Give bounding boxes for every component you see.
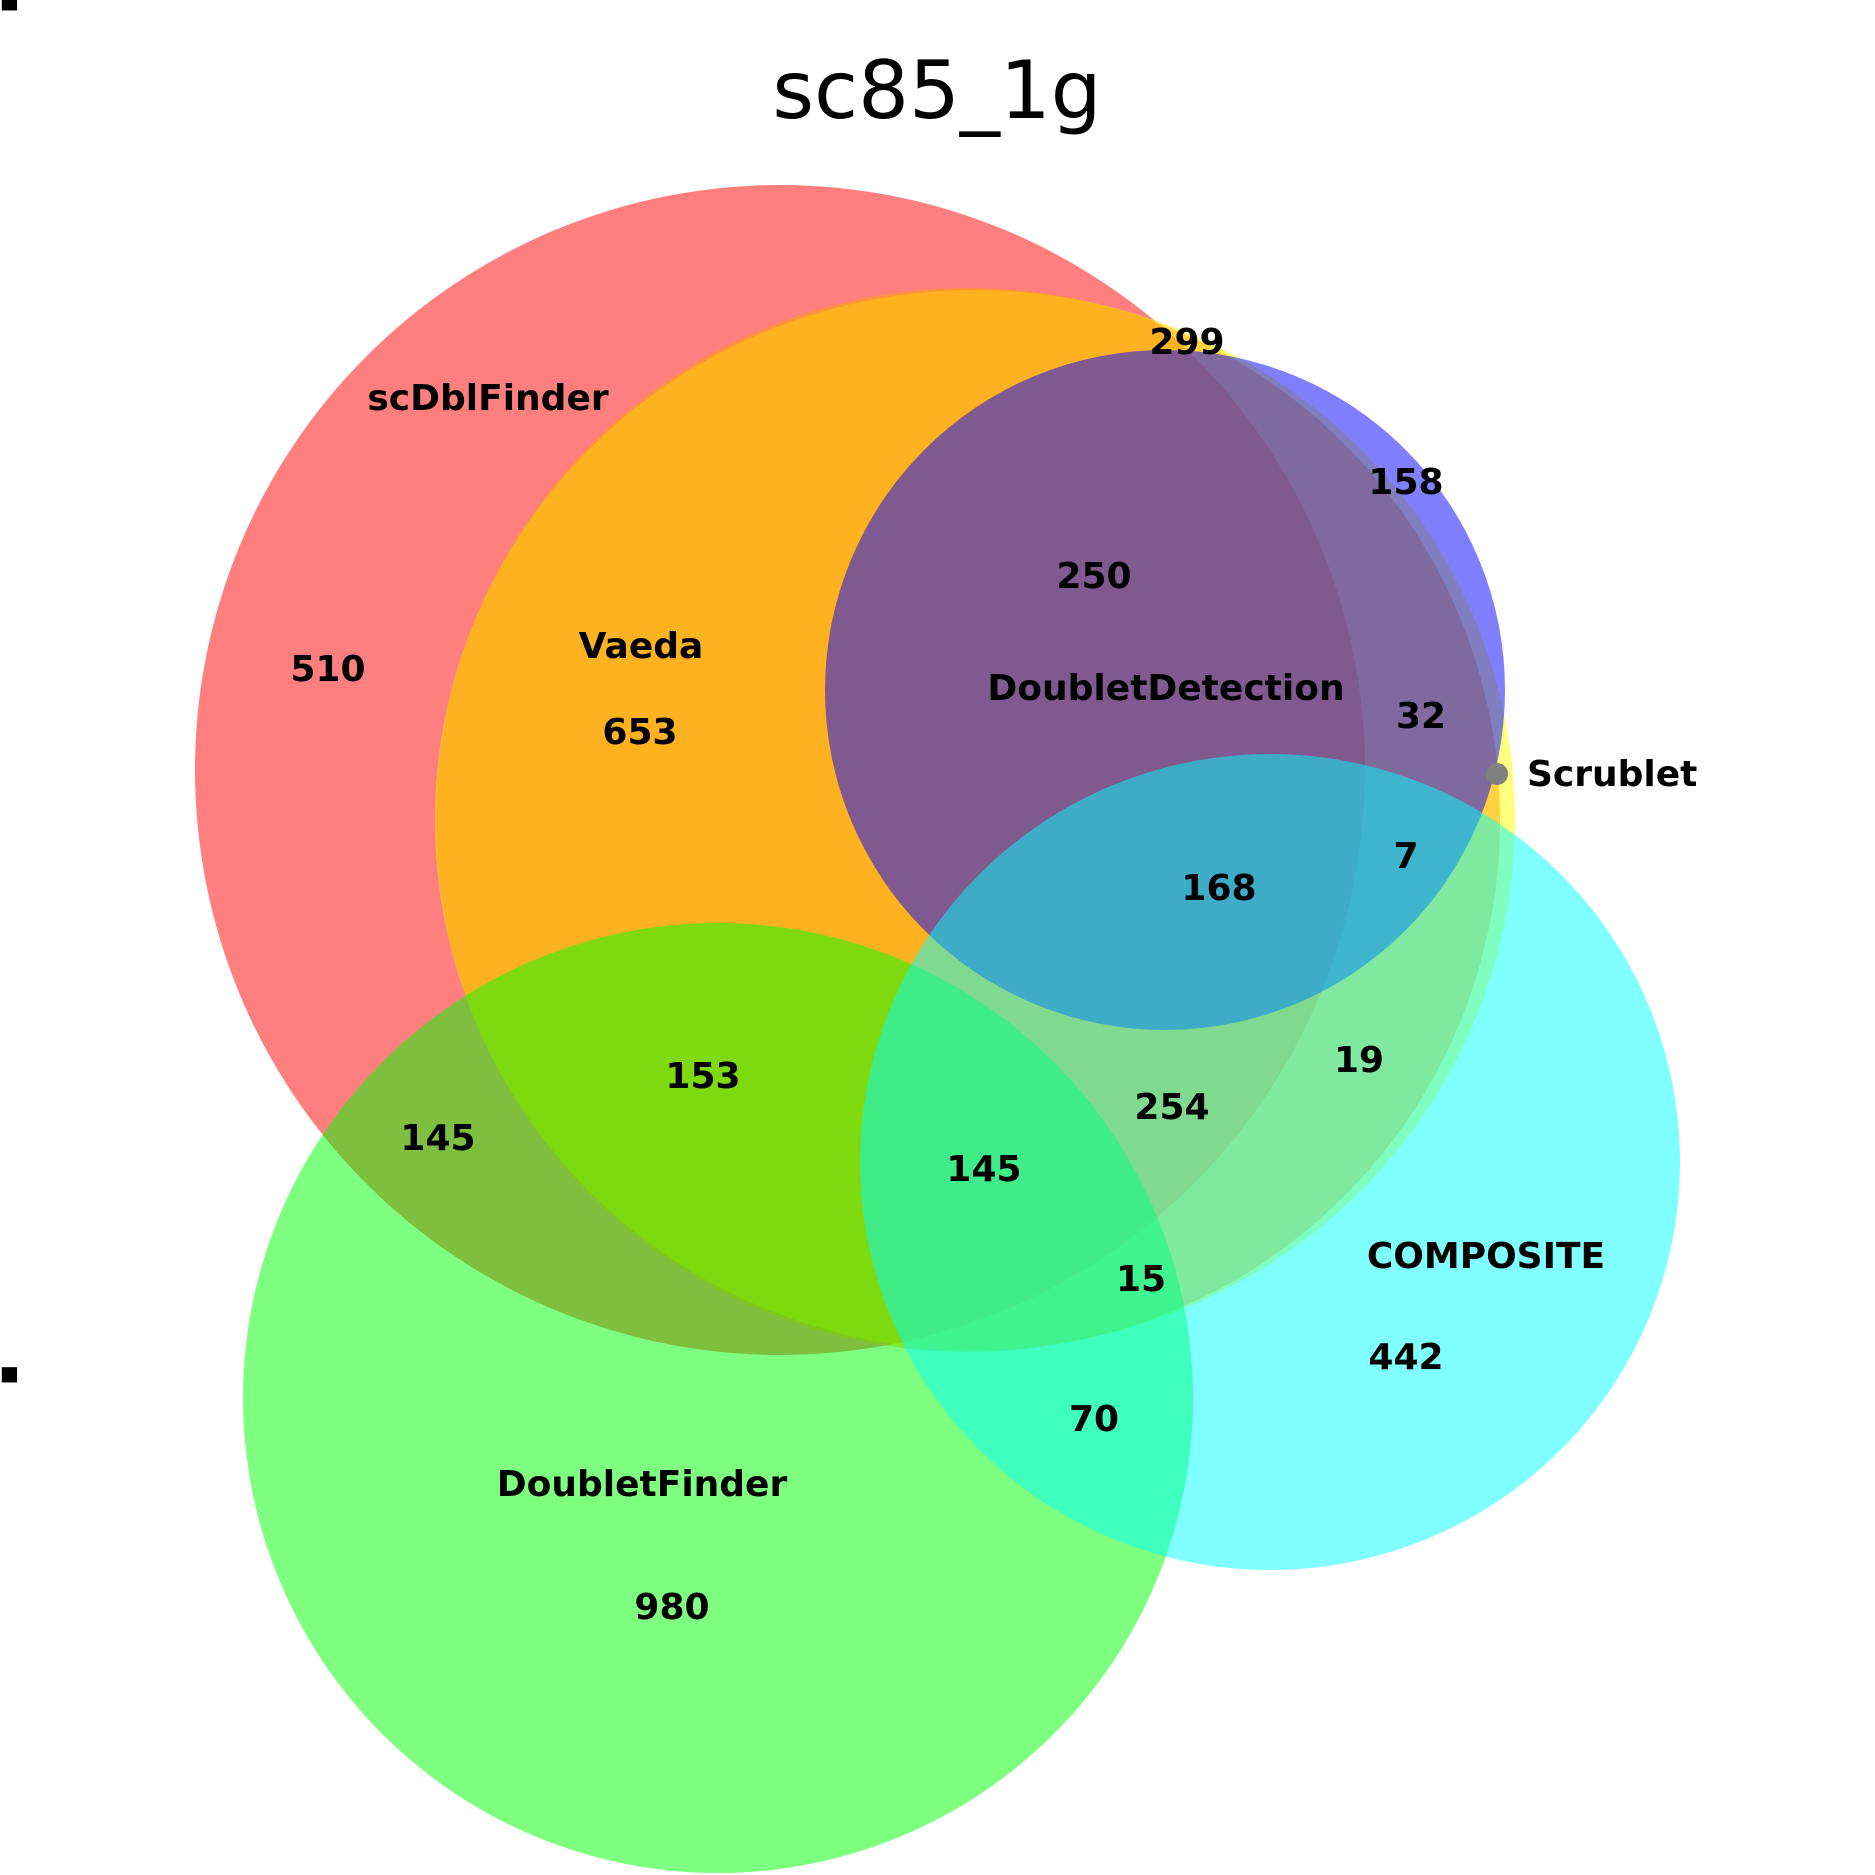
region-count: 442 <box>1368 1337 1443 1378</box>
region-count: 32 <box>1396 696 1446 737</box>
region-count: 653 <box>602 712 677 753</box>
region-count: 250 <box>1056 556 1131 597</box>
region-count: 254 <box>1134 1087 1209 1128</box>
region-count: 299 <box>1149 322 1224 363</box>
region-count: 510 <box>290 649 365 690</box>
corner-mark-left: ■ <box>0 1361 19 1385</box>
region-count: 168 <box>1181 868 1256 909</box>
region-count: 15 <box>1116 1259 1166 1300</box>
region-count: 19 <box>1334 1040 1384 1081</box>
set-label-composite: COMPOSITE <box>1367 1236 1605 1277</box>
region-count: 153 <box>665 1056 740 1097</box>
set-label-doubletdetection: DoubletDetection <box>987 668 1344 709</box>
region-count: 70 <box>1069 1399 1119 1440</box>
chart-title: sc85_1g <box>772 44 1101 137</box>
region-count: 145 <box>946 1149 1021 1190</box>
set-label-scdblfinder: scDblFinder <box>367 378 609 419</box>
corner-mark-top: ■ <box>0 0 19 13</box>
region-count: 7 <box>1393 836 1418 877</box>
region-count: 158 <box>1368 462 1443 503</box>
set-shapes <box>195 185 1680 1873</box>
set-labels: scDblFinder Vaeda DoubletDetection Scrub… <box>367 378 1697 1505</box>
region-count: 145 <box>400 1118 475 1159</box>
scrublet-marker <box>1486 763 1508 785</box>
set-label-scrublet: Scrublet <box>1527 754 1697 795</box>
set-label-doubletfinder: DoubletFinder <box>497 1464 788 1505</box>
region-count: 980 <box>634 1587 709 1628</box>
set-composite-shape <box>860 754 1680 1570</box>
set-label-vaeda: Vaeda <box>579 626 704 667</box>
region-counts: 299 158 250 510 653 32 7 168 19 153 254 … <box>290 322 1446 1628</box>
